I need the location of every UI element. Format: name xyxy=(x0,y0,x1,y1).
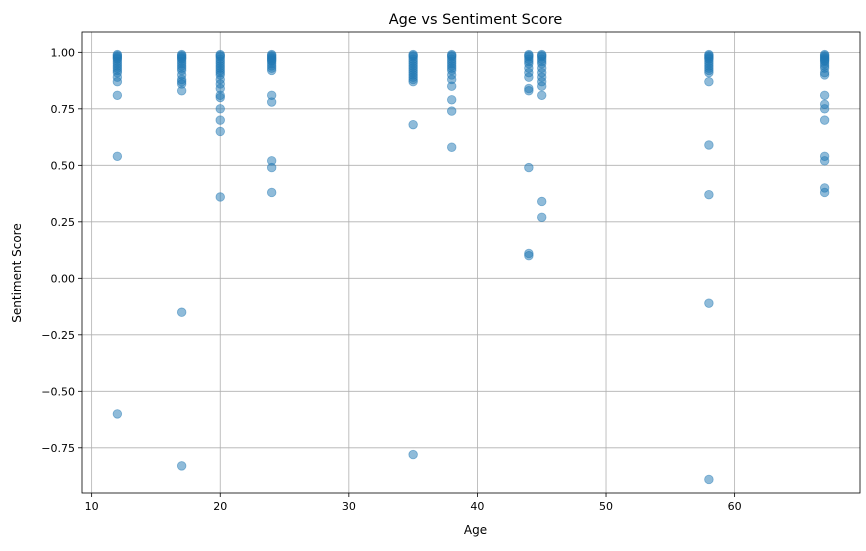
data-point xyxy=(266,65,277,76)
x-tick-label: 10 xyxy=(85,500,99,513)
x-tick-label: 60 xyxy=(728,500,742,513)
data-point xyxy=(408,449,418,460)
data-point xyxy=(524,86,534,96)
y-tick-label: −0.75 xyxy=(41,442,75,455)
data-point xyxy=(266,162,277,173)
y-tick-label: −0.50 xyxy=(41,385,75,398)
data-point xyxy=(215,192,225,202)
data-point xyxy=(819,70,830,80)
data-point xyxy=(215,104,225,114)
data-point xyxy=(537,81,547,91)
data-point xyxy=(704,67,714,78)
data-point xyxy=(819,115,830,125)
data-point xyxy=(537,212,547,223)
data-point xyxy=(112,77,123,87)
data-point xyxy=(537,196,547,207)
data-point xyxy=(176,461,187,471)
data-point xyxy=(524,72,534,82)
data-point xyxy=(819,187,830,198)
data-point xyxy=(447,106,457,116)
x-tick-label: 50 xyxy=(599,500,613,513)
y-axis-label: Sentiment Score xyxy=(10,223,24,322)
data-point xyxy=(176,53,187,63)
data-point xyxy=(266,55,277,65)
data-point xyxy=(266,97,277,107)
data-point xyxy=(266,187,277,198)
data-point xyxy=(176,86,187,96)
data-point xyxy=(819,156,830,166)
data-point xyxy=(447,142,457,152)
data-point xyxy=(704,140,714,150)
data-point xyxy=(408,119,418,130)
data-point xyxy=(819,55,830,65)
data-point xyxy=(112,53,123,63)
data-point xyxy=(112,409,123,419)
data-point xyxy=(447,81,457,91)
y-tick-label: 0.00 xyxy=(51,272,76,285)
y-tick-label: 0.25 xyxy=(51,216,76,229)
data-points xyxy=(112,49,830,485)
plot-frame xyxy=(81,31,861,494)
data-point xyxy=(215,92,225,103)
data-point xyxy=(704,77,714,87)
grid-lines xyxy=(82,32,860,493)
data-point xyxy=(215,115,225,125)
data-point xyxy=(819,90,830,100)
data-point xyxy=(704,190,714,200)
data-point xyxy=(819,104,830,114)
y-tick-label: 0.50 xyxy=(51,159,76,172)
data-point xyxy=(215,126,225,137)
y-axis-ticks: −0.75 −0.50 −0.25 0.00 0.25 0.50 0.75 1.00 xyxy=(41,46,82,455)
data-point xyxy=(704,53,714,63)
data-point xyxy=(112,90,123,100)
x-tick-label: 40 xyxy=(470,500,484,513)
x-axis-ticks: 10 20 30 40 50 60 xyxy=(85,493,742,513)
data-point xyxy=(537,90,547,100)
y-tick-label: −0.25 xyxy=(41,329,75,342)
data-point xyxy=(537,51,547,61)
data-point xyxy=(408,77,418,87)
x-axis-label: Age xyxy=(464,523,487,537)
x-tick-label: 20 xyxy=(213,500,227,513)
data-point xyxy=(524,51,534,61)
data-point xyxy=(112,151,123,161)
data-point xyxy=(524,251,534,261)
data-point xyxy=(176,307,187,317)
data-point xyxy=(704,474,714,485)
data-point xyxy=(447,95,457,105)
y-tick-label: 1.00 xyxy=(51,46,76,59)
data-point xyxy=(704,298,714,308)
x-tick-label: 30 xyxy=(342,500,356,513)
y-tick-label: 0.75 xyxy=(51,103,76,116)
data-point xyxy=(524,162,534,173)
chart-title: Age vs Sentiment Score xyxy=(389,12,563,28)
